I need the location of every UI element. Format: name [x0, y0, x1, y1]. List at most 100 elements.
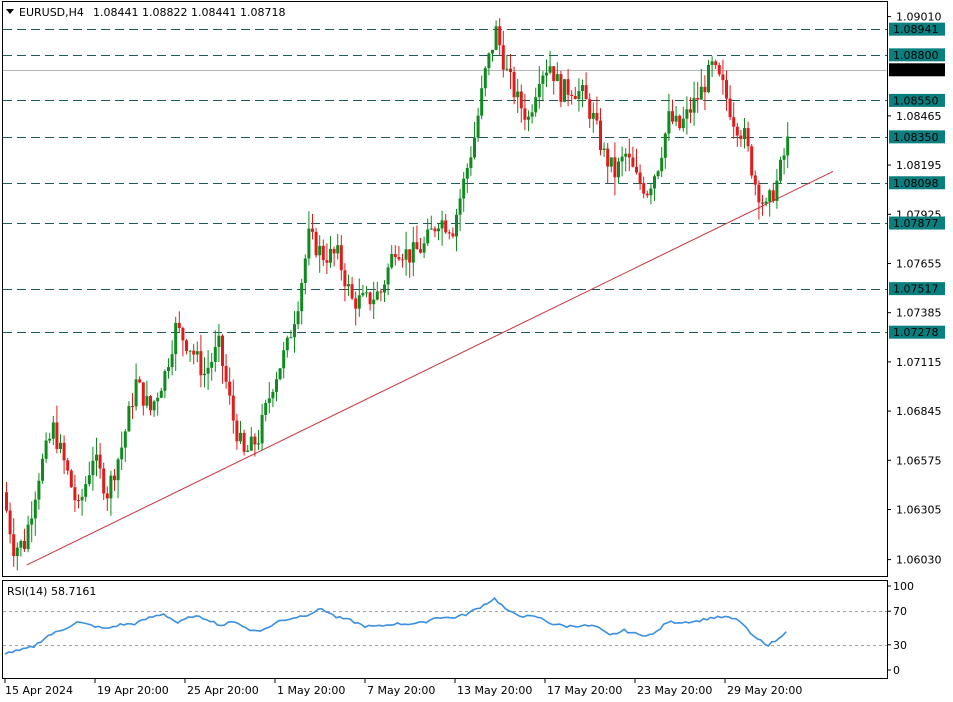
candle-body [631, 157, 635, 167]
candle-body [635, 166, 638, 173]
candle-body [296, 311, 300, 325]
candle-body [253, 436, 257, 445]
price-tick-label: 1.08195 [896, 159, 942, 172]
rsi-layer: 100 70 30 0 [3, 580, 914, 677]
candle-body [638, 172, 642, 184]
rsi-tick-label: 70 [893, 605, 907, 618]
candle-body [120, 447, 124, 460]
trendline[interactable] [26, 171, 834, 566]
candle-body [397, 257, 401, 260]
candle-body [624, 153, 628, 157]
price-tick-label: 1.06575 [896, 454, 942, 467]
candle-body [159, 390, 163, 398]
candle-body [519, 91, 523, 109]
candle-body [15, 547, 19, 557]
candle-body [444, 220, 448, 233]
candle-body [512, 71, 516, 98]
price-tags: 1.08941 1.08800 1.08550 1.08350 1.08098 1.078… [889, 22, 945, 339]
candle-body [591, 112, 595, 119]
candle-body [735, 126, 739, 136]
candle-body [555, 74, 559, 82]
candle-body [537, 83, 541, 98]
price-tick-label: 1.06305 [896, 503, 942, 516]
candle-body [501, 45, 505, 70]
candle-body [105, 493, 109, 499]
candle-body [559, 74, 563, 102]
candle-body [257, 443, 260, 445]
time-tick-label: 17 May 20:00 [547, 684, 622, 697]
candle-body [782, 155, 786, 160]
candle-body [221, 335, 224, 366]
candle-body [771, 190, 775, 201]
current-price-tag: 1.08718 [893, 64, 939, 77]
candle-body [509, 68, 512, 72]
candle-body [408, 249, 412, 263]
candle-body [33, 499, 37, 519]
candle-body [660, 157, 664, 172]
candle-body [476, 115, 480, 138]
candle-body [109, 475, 113, 499]
candle-body [59, 442, 62, 449]
candle-body [26, 524, 30, 549]
candle-body [534, 97, 538, 113]
candle-body [566, 79, 570, 95]
candle-body [199, 351, 203, 376]
candle-body [264, 402, 268, 415]
candle-body [167, 367, 170, 372]
candle-body [210, 361, 214, 368]
candle-body [55, 422, 59, 449]
candle-body [368, 292, 372, 305]
candle-body [77, 500, 80, 502]
candle-body [498, 26, 502, 46]
candle-body [23, 540, 26, 549]
candle-body [440, 220, 444, 229]
candle-body [606, 148, 610, 167]
candle-body [354, 298, 358, 309]
candle-body [393, 254, 397, 258]
level-price-tag: 1.08941 [893, 23, 939, 36]
candle-body [41, 458, 44, 481]
candles-layer [5, 18, 790, 571]
candle-body [465, 167, 469, 179]
candle-body [329, 248, 332, 263]
candle-body [516, 91, 520, 98]
level-price-tag: 1.07517 [893, 283, 939, 296]
candle-body [80, 496, 84, 501]
candle-body [231, 395, 235, 421]
candle-body [437, 228, 440, 232]
candle-body [451, 233, 455, 237]
price-tick-label: 1.07655 [896, 257, 942, 270]
candle-body [242, 432, 246, 452]
price-tick-label: 1.06845 [896, 405, 942, 418]
candle-body [69, 470, 73, 488]
candle-body [779, 159, 782, 181]
candle-body [570, 94, 574, 96]
price-tick-label: 1.08465 [896, 110, 942, 123]
candle-body [678, 115, 682, 129]
level-price-tag: 1.07278 [893, 326, 939, 339]
candle-body [685, 109, 689, 119]
time-tick-label: 1 May 20:00 [277, 684, 345, 697]
candle-body [649, 188, 653, 196]
candle-body [325, 260, 329, 263]
candle-body [419, 249, 422, 253]
candle-body [422, 243, 426, 253]
candle-body [786, 136, 790, 156]
candle-body [753, 175, 757, 185]
candle-body [84, 484, 88, 497]
rsi-panel-border [2, 580, 888, 679]
dropdown-triangle-icon[interactable] [6, 9, 14, 14]
candle-body [260, 414, 264, 444]
candle-body [584, 85, 588, 100]
rsi-header-label: RSI(14) 58.7161 [7, 585, 96, 598]
candle-body [404, 249, 408, 260]
candle-body [548, 66, 552, 73]
level-price-tag-bg [889, 93, 945, 107]
candle-body [383, 284, 386, 293]
candle-body [8, 510, 12, 535]
candle-body [577, 91, 581, 99]
candle-body [375, 291, 379, 300]
candle-body [152, 401, 156, 411]
candle-body [617, 161, 620, 178]
